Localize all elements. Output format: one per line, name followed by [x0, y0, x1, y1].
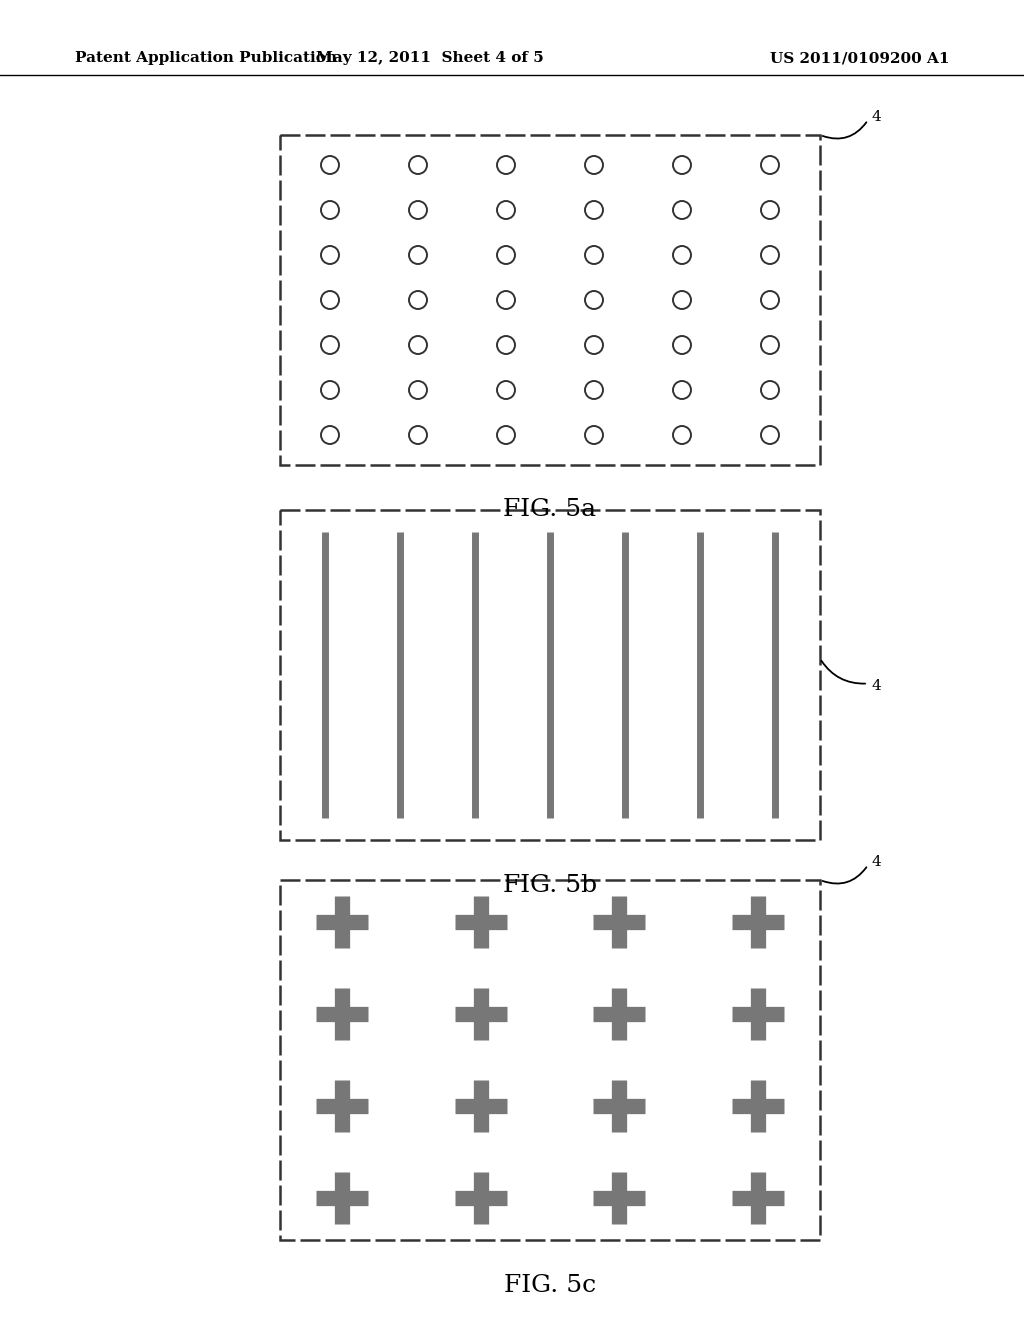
Bar: [280, 880, 820, 1239]
Text: Patent Application Publication: Patent Application Publication: [75, 51, 337, 65]
Bar: [280, 135, 820, 465]
Text: FIG. 5a: FIG. 5a: [504, 499, 597, 521]
Text: FIG. 5c: FIG. 5c: [504, 1274, 596, 1296]
Bar: [280, 510, 820, 840]
Text: 4: 4: [872, 110, 882, 124]
Text: 4: 4: [872, 855, 882, 869]
Text: FIG. 5b: FIG. 5b: [503, 874, 597, 896]
Text: US 2011/0109200 A1: US 2011/0109200 A1: [770, 51, 949, 65]
Text: 4: 4: [872, 680, 882, 693]
Text: May 12, 2011  Sheet 4 of 5: May 12, 2011 Sheet 4 of 5: [316, 51, 544, 65]
